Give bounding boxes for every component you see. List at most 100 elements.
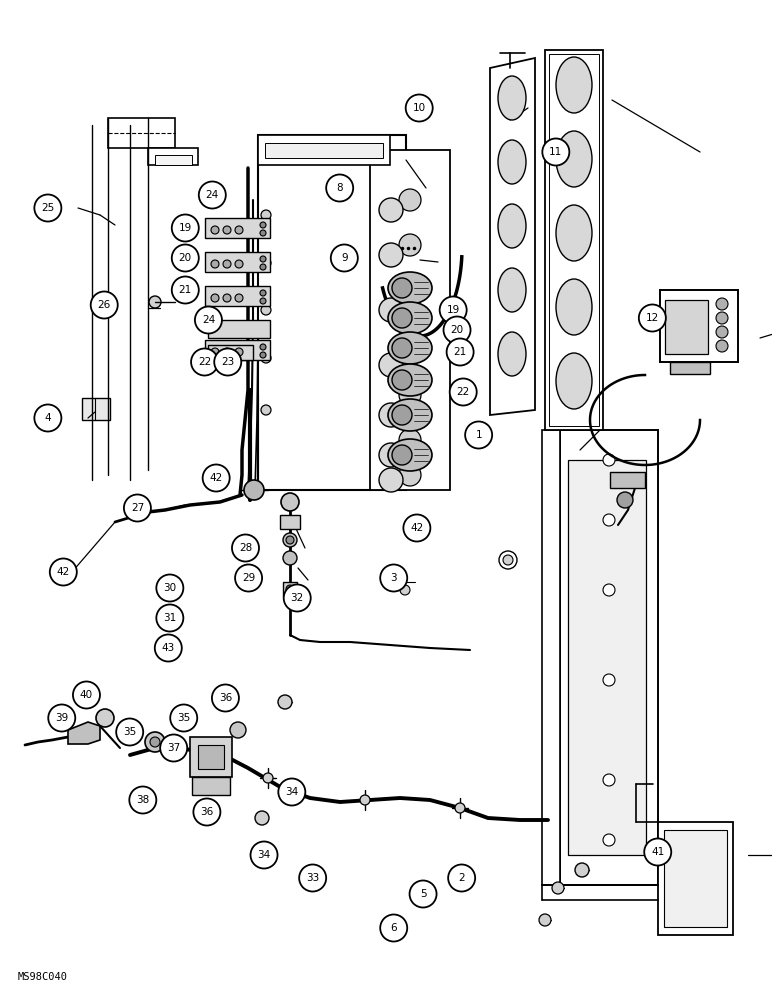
- Text: 12: 12: [645, 313, 659, 323]
- Polygon shape: [155, 155, 192, 165]
- Ellipse shape: [498, 140, 526, 184]
- Ellipse shape: [556, 57, 592, 113]
- Circle shape: [172, 214, 199, 242]
- Circle shape: [235, 260, 243, 268]
- Circle shape: [199, 181, 226, 209]
- Circle shape: [195, 306, 222, 334]
- Circle shape: [96, 709, 114, 727]
- Circle shape: [156, 574, 184, 602]
- Circle shape: [223, 226, 231, 234]
- Circle shape: [232, 534, 259, 562]
- Circle shape: [379, 298, 403, 322]
- Text: 26: 26: [97, 300, 111, 310]
- Text: 34: 34: [285, 787, 299, 797]
- Text: 9: 9: [341, 253, 347, 263]
- Circle shape: [260, 344, 266, 350]
- Circle shape: [149, 296, 161, 308]
- Text: 20: 20: [450, 325, 464, 335]
- Ellipse shape: [388, 302, 432, 334]
- Circle shape: [250, 841, 278, 869]
- Text: 37: 37: [167, 743, 181, 753]
- Circle shape: [284, 584, 310, 612]
- Polygon shape: [68, 722, 100, 744]
- Ellipse shape: [498, 268, 526, 312]
- Bar: [82, 398, 110, 420]
- Circle shape: [215, 348, 241, 376]
- Circle shape: [255, 811, 269, 825]
- Circle shape: [260, 298, 266, 304]
- Circle shape: [617, 492, 633, 508]
- Circle shape: [399, 334, 421, 356]
- Polygon shape: [258, 135, 406, 490]
- Polygon shape: [542, 430, 560, 885]
- Circle shape: [603, 584, 615, 596]
- Text: 32: 32: [290, 593, 304, 603]
- Text: 1: 1: [476, 430, 482, 440]
- Polygon shape: [370, 150, 450, 490]
- Circle shape: [161, 734, 188, 762]
- Circle shape: [260, 352, 266, 358]
- Circle shape: [379, 353, 403, 377]
- Text: 25: 25: [41, 203, 55, 213]
- Polygon shape: [664, 830, 727, 927]
- Text: 31: 31: [163, 613, 177, 623]
- Circle shape: [379, 403, 403, 427]
- Polygon shape: [549, 54, 599, 426]
- Text: 3: 3: [391, 573, 397, 583]
- Bar: [568, 460, 646, 855]
- Text: 39: 39: [55, 713, 69, 723]
- Bar: [208, 345, 253, 360]
- Circle shape: [603, 454, 615, 466]
- Text: 22: 22: [456, 387, 470, 397]
- Text: 43: 43: [161, 643, 175, 653]
- Circle shape: [235, 226, 243, 234]
- Circle shape: [392, 338, 412, 358]
- Circle shape: [286, 536, 294, 544]
- Bar: [205, 286, 270, 306]
- Circle shape: [379, 243, 403, 267]
- Polygon shape: [265, 143, 383, 158]
- Circle shape: [404, 514, 431, 542]
- Circle shape: [124, 494, 151, 522]
- Text: 41: 41: [651, 847, 665, 857]
- Circle shape: [603, 514, 615, 526]
- Circle shape: [410, 880, 437, 908]
- Circle shape: [263, 773, 273, 783]
- Circle shape: [223, 260, 231, 268]
- Ellipse shape: [498, 76, 526, 120]
- Ellipse shape: [388, 439, 432, 471]
- Circle shape: [440, 296, 466, 324]
- Circle shape: [145, 732, 165, 752]
- Text: 24: 24: [205, 190, 219, 200]
- Polygon shape: [665, 300, 708, 354]
- Circle shape: [327, 174, 354, 202]
- Circle shape: [449, 378, 477, 406]
- Ellipse shape: [498, 332, 526, 376]
- Text: 30: 30: [163, 583, 177, 593]
- Circle shape: [389, 576, 401, 588]
- Polygon shape: [190, 737, 232, 777]
- Text: 8: 8: [337, 183, 343, 193]
- Circle shape: [603, 774, 615, 786]
- Circle shape: [399, 189, 421, 211]
- Circle shape: [645, 838, 672, 866]
- Circle shape: [260, 222, 266, 228]
- Bar: [205, 340, 270, 360]
- Polygon shape: [148, 148, 198, 165]
- Circle shape: [278, 778, 305, 806]
- Ellipse shape: [388, 272, 432, 304]
- Ellipse shape: [388, 364, 432, 396]
- Circle shape: [716, 312, 728, 324]
- Circle shape: [552, 882, 564, 894]
- Polygon shape: [108, 118, 175, 148]
- Circle shape: [638, 304, 665, 332]
- Text: 11: 11: [549, 147, 563, 157]
- Circle shape: [172, 276, 199, 304]
- Circle shape: [399, 429, 421, 451]
- Circle shape: [283, 551, 297, 565]
- Bar: [283, 582, 297, 596]
- Circle shape: [211, 260, 219, 268]
- Text: MS98C040: MS98C040: [18, 972, 68, 982]
- Circle shape: [278, 695, 292, 709]
- Text: 33: 33: [306, 873, 320, 883]
